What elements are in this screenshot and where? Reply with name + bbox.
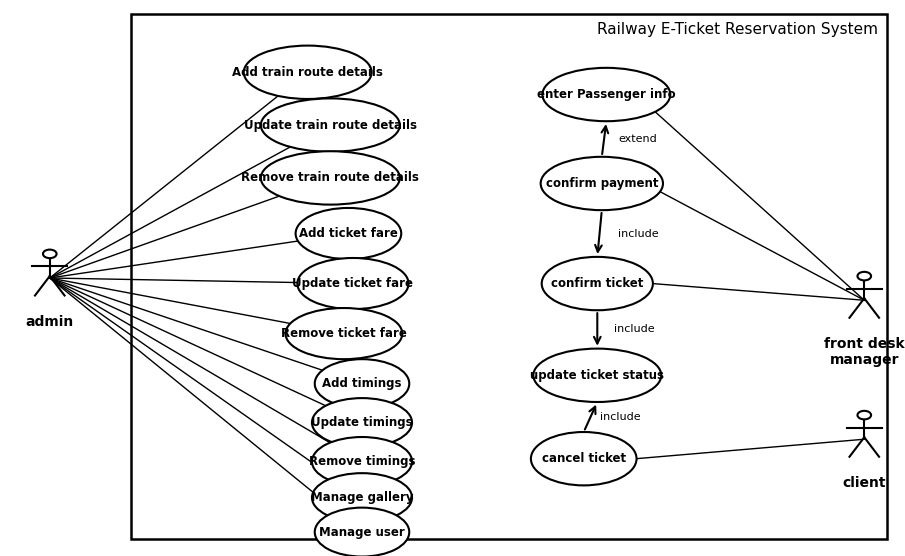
Text: Update train route details: Update train route details — [243, 118, 417, 132]
Ellipse shape — [315, 359, 409, 408]
Text: update ticket status: update ticket status — [530, 369, 664, 382]
Text: Manage user: Manage user — [319, 525, 405, 539]
Text: Remove ticket fare: Remove ticket fare — [281, 327, 407, 340]
Ellipse shape — [312, 398, 412, 447]
Text: Remove timings: Remove timings — [309, 455, 415, 468]
Ellipse shape — [540, 157, 663, 210]
Text: admin: admin — [25, 315, 74, 329]
Text: Update timings: Update timings — [311, 416, 413, 429]
Text: Add ticket fare: Add ticket fare — [299, 227, 398, 240]
Ellipse shape — [243, 46, 372, 99]
Ellipse shape — [533, 349, 662, 402]
Ellipse shape — [542, 257, 653, 310]
Ellipse shape — [312, 473, 412, 522]
Text: front desk
manager: front desk manager — [824, 337, 905, 368]
Text: enter Passenger info: enter Passenger info — [537, 88, 676, 101]
Text: Add train route details: Add train route details — [233, 66, 383, 79]
Text: Railway E-Ticket Reservation System: Railway E-Ticket Reservation System — [597, 22, 878, 37]
Text: include: include — [600, 412, 641, 422]
Ellipse shape — [312, 437, 412, 486]
Ellipse shape — [285, 308, 403, 359]
Text: Add timings: Add timings — [322, 377, 402, 390]
Ellipse shape — [531, 432, 636, 485]
Ellipse shape — [298, 258, 408, 309]
Bar — [131, 14, 887, 539]
Ellipse shape — [542, 68, 671, 121]
Ellipse shape — [296, 208, 401, 259]
Text: cancel ticket: cancel ticket — [542, 452, 625, 465]
Text: client: client — [843, 476, 886, 490]
Ellipse shape — [315, 508, 409, 556]
Ellipse shape — [261, 151, 400, 205]
Text: Manage gallery: Manage gallery — [310, 491, 414, 504]
Text: include: include — [618, 229, 659, 239]
Text: Remove train route details: Remove train route details — [242, 171, 419, 185]
Text: confirm ticket: confirm ticket — [551, 277, 643, 290]
Text: Update ticket fare: Update ticket fare — [292, 277, 414, 290]
Text: confirm payment: confirm payment — [546, 177, 658, 190]
Ellipse shape — [261, 98, 400, 152]
Text: extend: extend — [618, 134, 657, 144]
Text: include: include — [614, 325, 654, 334]
